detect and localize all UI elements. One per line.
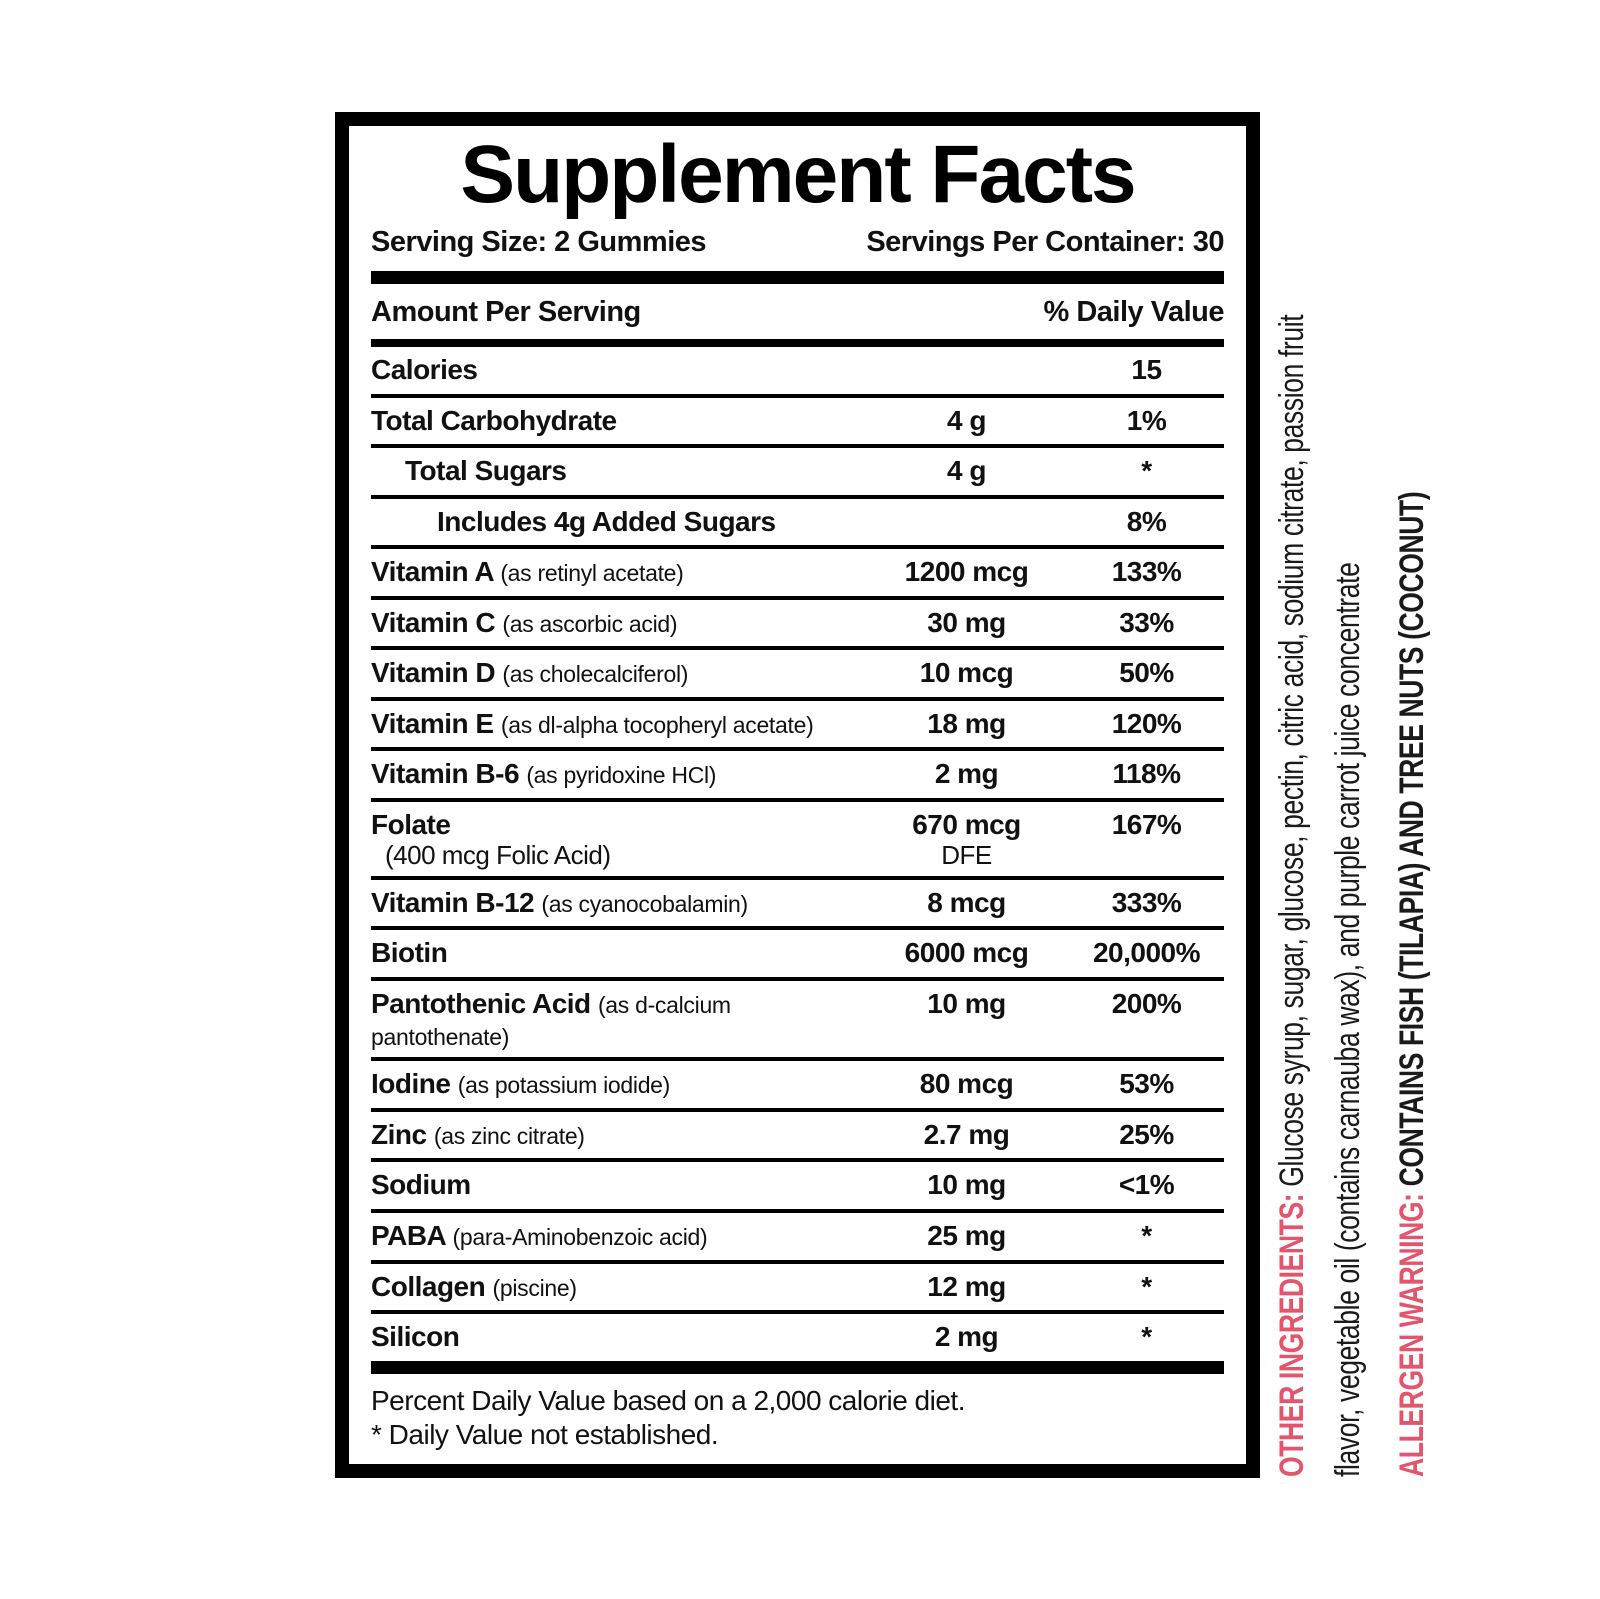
table-row: Folate (400 mcg Folic Acid) 670 mcg DFE … [371, 802, 1224, 880]
nutrient-amount-cell: 10 mg [927, 988, 1006, 1020]
table-row: Biotin 6000 mcg 20,000% [371, 930, 1224, 982]
table-row: Zinc (as zinc citrate) 2.7 mg 25% [371, 1112, 1224, 1163]
nutrient-name-cell: Pantothenic Acid (as d-calcium pantothen… [371, 988, 731, 1051]
nutrient-name-cell: Zinc (as zinc citrate) [371, 1118, 585, 1150]
nutrient-name-cell: Vitamin B-12 (as cyanocobalamin) [371, 886, 748, 918]
nutrient-dv-cell: * [1141, 1219, 1152, 1251]
nutrient-name-cell: Vitamin C (as ascorbic acid) [371, 606, 678, 638]
table-row: Total Sugars 4 g * [371, 448, 1224, 499]
nutrient-name-cell: Vitamin E (as dl-alpha tocopheryl acetat… [371, 707, 814, 739]
table-row: Silicon 2 mg * [371, 1314, 1224, 1361]
nutrient-amount-cell: 4 g [947, 455, 986, 487]
table-row: Vitamin A (as retinyl acetate) 1200 mcg … [371, 549, 1224, 600]
serving-info-row: Serving Size: 2 Gummies Servings Per Con… [371, 222, 1224, 271]
nutrient-dv-cell: 118% [1112, 758, 1181, 790]
table-row: Sodium 10 mg <1% [371, 1162, 1224, 1213]
divider-header [371, 339, 1224, 348]
nutrient-dv-cell: <1% [1118, 1169, 1175, 1201]
nutrient-dv-cell: 33% [1119, 606, 1174, 638]
nutrient-name-cell: Sodium [371, 1169, 471, 1201]
divider-thick-top [371, 271, 1224, 285]
panel-title: Supplement Facts [460, 129, 1136, 220]
asterisk-note: * Daily Value not established. [371, 1418, 719, 1450]
table-row: Includes 4g Added Sugars 8% [371, 499, 1224, 550]
table-row: Calories 15 [371, 347, 1224, 398]
nutrient-dv-cell: 120% [1111, 707, 1182, 739]
nutrient-name-cell: Silicon [371, 1321, 460, 1353]
table-row: Vitamin B-12 (as cyanocobalamin) 8 mcg 3… [371, 880, 1224, 931]
nutrient-dv-cell: * [1141, 455, 1152, 487]
serving-size-label: Serving Size: 2 Gummies [371, 226, 707, 259]
nutrient-dv-cell: 15 [1131, 354, 1162, 386]
nutrient-name-cell: Vitamin D (as cholecalciferol) [371, 657, 689, 689]
allergen-warning-label: ALLERGEN WARNING: [1393, 1193, 1431, 1477]
nutrient-amount-cell: 6000 mcg [904, 937, 1029, 969]
allergen-warning-text: CONTAINS FISH (TILAPIA) AND TREE NUTS (C… [1393, 491, 1431, 1187]
table-row: Vitamin D (as cholecalciferol) 10 mcg 50… [371, 650, 1224, 701]
nutrient-amount-cell: 10 mcg [919, 657, 1014, 689]
nutrient-amount-cell: 2.7 mg [923, 1118, 1010, 1150]
table-row: Collagen (piscine) 12 mg * [371, 1264, 1224, 1315]
nutrient-rows: Calories 15 Total Carbohydrate 4 g 1% To… [371, 347, 1224, 1361]
table-row: Vitamin C (as ascorbic acid) 30 mg 33% [371, 600, 1224, 651]
nutrient-name-cell: Biotin [371, 937, 448, 969]
nutrient-dv-cell: 20,000% [1092, 937, 1201, 969]
divider-thick-bottom [371, 1360, 1224, 1374]
nutrient-amount-cell: 10 mg [927, 1169, 1006, 1201]
nutrient-name-cell: Vitamin B-6 (as pyridoxine HCl) [371, 758, 717, 790]
daily-value-note: Percent Daily Value based on a 2,000 cal… [371, 1384, 965, 1416]
other-ingredients-line-1: OTHER INGREDIENTS: Glucose syrup, sugar,… [1268, 315, 1316, 1477]
other-ingredients-label: OTHER INGREDIENTS: [1273, 1193, 1311, 1477]
nutrient-dv-cell: 333% [1111, 886, 1182, 918]
supplement-facts-panel: Supplement Facts Serving Size: 2 Gummies… [335, 112, 1260, 1478]
other-ingredients-text-1: Glucose syrup, sugar, glucose, pectin, c… [1273, 314, 1311, 1187]
nutrient-name-cell: Includes 4g Added Sugars [437, 505, 776, 537]
nutrient-dv-cell: * [1141, 1270, 1152, 1302]
other-ingredients-text-2: flavor, vegetable oil (contains carnauba… [1329, 562, 1367, 1477]
nutrient-amount-cell: 12 mg [927, 1270, 1006, 1302]
nutrient-name-cell: Total Carbohydrate [371, 404, 617, 436]
table-row: Vitamin E (as dl-alpha tocopheryl acetat… [371, 701, 1224, 752]
nutrient-name-cell: Total Sugars [405, 455, 567, 487]
table-row: PABA (para-Aminobenzoic acid) 25 mg * [371, 1213, 1224, 1264]
table-row: Pantothenic Acid (as d-calcium pantothen… [371, 981, 1224, 1062]
amount-per-serving-header: Amount Per Serving [371, 296, 641, 329]
table-header-row: Amount Per Serving % Daily Value [371, 284, 1224, 339]
nutrient-name-cell: Calories [371, 354, 478, 386]
nutrient-amount-cell: 30 mg [927, 606, 1006, 638]
nutrient-amount-cell: 25 mg [927, 1219, 1006, 1251]
nutrient-dv-cell: 133% [1111, 556, 1182, 588]
nutrient-dv-cell: * [1141, 1321, 1152, 1353]
nutrient-dv-cell: 53% [1119, 1068, 1174, 1100]
nutrient-dv-cell: 200% [1111, 988, 1182, 1020]
servings-per-container-label: Servings Per Container: 30 [866, 226, 1224, 259]
nutrient-amount-cell: 670 mcg DFE [912, 808, 1021, 871]
table-row: Total Carbohydrate 4 g 1% [371, 398, 1224, 449]
other-ingredients-line-2: flavor, vegetable oil (contains carnauba… [1324, 563, 1372, 1477]
nutrient-name-cell: Folate (400 mcg Folic Acid) [371, 808, 611, 871]
nutrient-name-cell: PABA (para-Aminobenzoic acid) [371, 1219, 708, 1251]
nutrient-amount-cell: 1200 mcg [904, 556, 1029, 588]
nutrient-amount-cell: 80 mcg [919, 1068, 1014, 1100]
nutrient-name-cell: Vitamin A (as retinyl acetate) [371, 556, 684, 588]
allergen-warning-line: ALLERGEN WARNING: CONTAINS FISH (TILAPIA… [1388, 492, 1436, 1477]
nutrient-amount-cell: 8 mcg [927, 886, 1006, 918]
nutrient-dv-cell: 1% [1126, 404, 1167, 436]
nutrient-dv-cell: 25% [1119, 1118, 1174, 1150]
table-row: Vitamin B-6 (as pyridoxine HCl) 2 mg 118… [371, 751, 1224, 802]
nutrient-dv-cell: 50% [1119, 657, 1174, 689]
nutrient-name-cell: Iodine (as potassium iodide) [371, 1068, 671, 1100]
nutrient-name-cell: Collagen (piscine) [371, 1270, 577, 1302]
nutrient-amount-cell: 2 mg [934, 1321, 999, 1353]
table-row: Iodine (as potassium iodide) 80 mcg 53% [371, 1061, 1224, 1112]
nutrient-amount-cell: 2 mg [934, 758, 999, 790]
footnotes: Percent Daily Value based on a 2,000 cal… [371, 1374, 1224, 1464]
nutrient-amount-cell: 18 mg [927, 707, 1006, 739]
nutrient-dv-cell: 167% [1111, 808, 1182, 840]
nutrient-amount-cell: 4 g [947, 404, 986, 436]
daily-value-header: % Daily Value [1043, 296, 1225, 329]
nutrient-dv-cell: 8% [1126, 505, 1167, 537]
